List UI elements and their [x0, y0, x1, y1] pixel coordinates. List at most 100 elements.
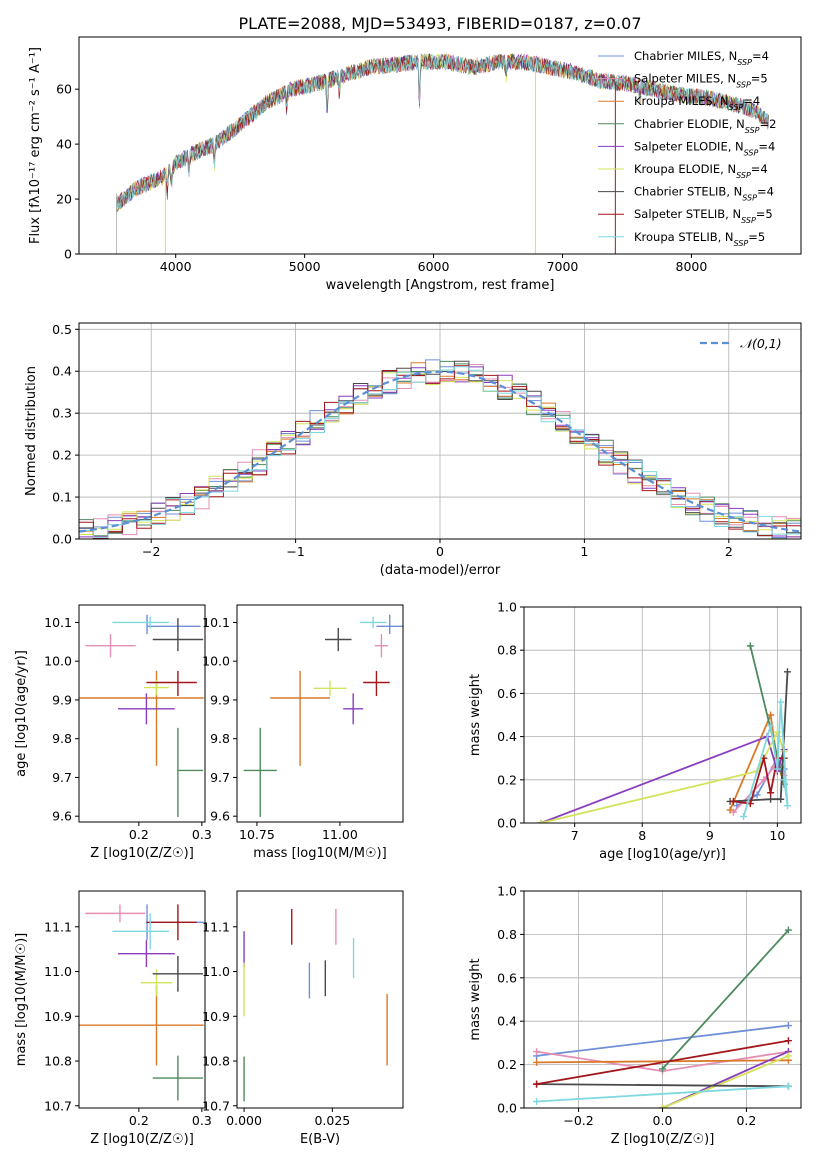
legend-entry-label: Kroupa STELIB, NSSP=5	[634, 230, 765, 248]
spectrum-line-kroupa_stelib	[116, 52, 769, 212]
x-tick-label: −2	[142, 544, 160, 559]
plot-area	[79, 614, 204, 817]
y-axis-label: age [log10(age/yr)]	[14, 650, 29, 777]
y-tick-label: 0.1	[52, 490, 72, 505]
weight-marker-kroupa_miles	[726, 806, 734, 814]
x-axis-label: E(B-V)	[300, 1132, 340, 1147]
y-tick-label: 10.1	[44, 615, 72, 630]
x-tick-label: 0.0	[653, 1113, 673, 1128]
y-tick-label: 10.8	[44, 1054, 72, 1069]
legend-entry-label: Chabrier MILES, NSSP=4	[634, 49, 769, 67]
y-tick-label: 0.4	[497, 729, 517, 744]
x-axis-label: Z [log10(Z/Z☉)]	[90, 846, 194, 861]
weight-vs-age-panel: 7 8 9 10 0.0 0.2 0.4 0.6 0.8 1.0 age [log10(age/yr…	[468, 600, 802, 862]
weight-vs-metallicity-panel: −0.2 0.0 0.2 0.0 0.2 0.4 0.6 0.8 1.0 Z [log10(Z/Z…	[468, 884, 802, 1147]
x-tick-label: 10	[769, 828, 785, 843]
y-tick-label: 9.6	[210, 809, 230, 824]
weight-marker-salpeter_stelib	[729, 797, 737, 805]
y-tick-label: 10.8	[202, 1054, 230, 1069]
weight-marker-salpeter_stelib	[533, 1080, 541, 1088]
weight-marker-kroupa_miles	[767, 711, 775, 719]
x-tick-label: 0.3	[192, 1113, 212, 1128]
weight-line-kroupa_stelib	[536, 1085, 789, 1103]
weight-marker-kroupa_stelib	[773, 765, 781, 773]
weight-marker-chabrier_stelib	[783, 668, 791, 676]
x-tick-label: 0.025	[314, 1113, 350, 1128]
weight-marker-kroupa_stelib	[533, 1097, 541, 1105]
y-tick-label: 10.9	[202, 1009, 230, 1024]
y-tick-label: 10.7	[202, 1098, 230, 1113]
weight-marker-salpeter_miles	[760, 776, 768, 784]
mass-vs-ebv-panel: 0.000 0.025 10.7 10.8 10.9 11.0 11.1 E(B-V)	[202, 890, 404, 1147]
spectrum-panel: 4000 5000 6000 7000 8000 0 20 40 60 wavelength [A…	[28, 36, 802, 293]
x-tick-label: −1	[286, 544, 304, 559]
plot-area	[115, 52, 769, 254]
plot-area	[79, 359, 801, 539]
plot-area	[79, 904, 204, 1101]
y-tick-label: 9.9	[52, 692, 72, 707]
figure-title: PLATE=2088, MJD=53493, FIBERID=0187, z=0…	[238, 14, 641, 33]
axes-frame	[78, 604, 206, 823]
x-axis-label: Z [log10(Z/Z☉)]	[90, 1132, 194, 1147]
weight-line-chabrier_miles	[536, 1024, 789, 1057]
weight-marker-salpeter_stelib	[784, 1037, 792, 1045]
y-axis-label: mass [log10(M/M☉)]	[14, 933, 29, 1066]
age-vs-mass-panel: 10.75 11.00 9.6 9.7 9.8 9.9 10.0 10.1 mass [log1…	[202, 604, 404, 861]
y-tick-label: 9.7	[52, 770, 72, 785]
legend-entry-label: Chabrier STELIB, NSSP=4	[634, 185, 774, 203]
x-tick-label: 9	[706, 828, 714, 843]
y-tick-label: 11.0	[44, 964, 72, 979]
weight-marker-kroupa_stelib	[783, 802, 791, 810]
weight-line-kroupa_elodie	[540, 730, 785, 823]
mass-vs-metallicity-panel: 0.2 0.3 10.7 10.8 10.9 11.0 11.1 Z [log10(Z/Z☉)…	[14, 890, 212, 1147]
y-tick-label: 9.8	[210, 731, 230, 746]
axes-frame	[236, 890, 404, 1109]
y-tick-label: 11.0	[202, 964, 230, 979]
x-tick-label: 7	[571, 828, 579, 843]
x-tick-label: 5000	[289, 259, 321, 274]
weight-marker-chabrier_stelib	[767, 795, 775, 803]
weight-marker-chabrier_miles	[753, 791, 761, 799]
y-tick-label: 40	[56, 137, 72, 152]
y-tick-label: 0.0	[497, 1101, 517, 1116]
x-tick-label: 7000	[547, 259, 579, 274]
x-tick-label: 11.00	[322, 827, 358, 842]
weight-line-chabrier_stelib	[536, 1083, 789, 1088]
y-tick-label: 1.0	[497, 600, 517, 615]
x-tick-label: 6000	[418, 259, 450, 274]
x-tick-label: 0.2	[736, 1113, 756, 1128]
plot-area	[243, 908, 388, 1102]
plot-area	[243, 614, 403, 817]
weight-marker-kroupa_stelib	[767, 722, 775, 730]
legend-entry-label: Salpeter MILES, NSSP=5	[634, 72, 768, 90]
normal-curve	[79, 370, 801, 533]
x-tick-label: 2	[725, 544, 733, 559]
y-tick-label: 0	[64, 247, 72, 262]
plot-area	[533, 926, 792, 1108]
y-tick-label: 0.2	[497, 1057, 517, 1072]
weight-marker-kroupa_stelib	[784, 1082, 792, 1090]
y-tick-label: 0.0	[497, 816, 517, 831]
y-tick-label: 0.4	[497, 1014, 517, 1029]
weight-marker-kroupa_stelib	[780, 776, 788, 784]
x-tick-label: 4000	[160, 259, 192, 274]
weight-marker-chabrier_elodie	[784, 926, 792, 934]
y-tick-label: 0.0	[52, 532, 72, 547]
x-tick-label: 1	[580, 544, 588, 559]
weight-line-salpeter_elodie	[540, 735, 785, 823]
weight-marker-kroupa_stelib	[740, 813, 748, 821]
y-tick-label: 10.0	[202, 654, 230, 669]
axes-frame	[523, 606, 802, 824]
y-tick-label: 0.3	[52, 406, 72, 421]
weight-marker-kroupa_miles	[533, 1058, 541, 1066]
x-axis-label: mass [log10(M/M☉)]	[253, 846, 386, 861]
x-axis-label: age [log10(age/yr)]	[599, 847, 726, 862]
age-vs-metallicity-panel: 0.2 0.3 9.6 9.7 9.8 9.9 10.0 10.1 Z [log10(Z/Z☉)…	[14, 604, 212, 861]
x-tick-label: −0.2	[563, 1113, 593, 1128]
y-axis-label: mass weight	[468, 958, 483, 1040]
y-axis-label: Flux [fλ10⁻¹⁷ erg cm⁻² s⁻¹ A⁻¹]	[28, 47, 43, 244]
weight-marker-salpeter_miles	[533, 1048, 541, 1056]
y-tick-label: 0.2	[497, 772, 517, 787]
weight-line-chabrier_elodie	[661, 929, 790, 1070]
